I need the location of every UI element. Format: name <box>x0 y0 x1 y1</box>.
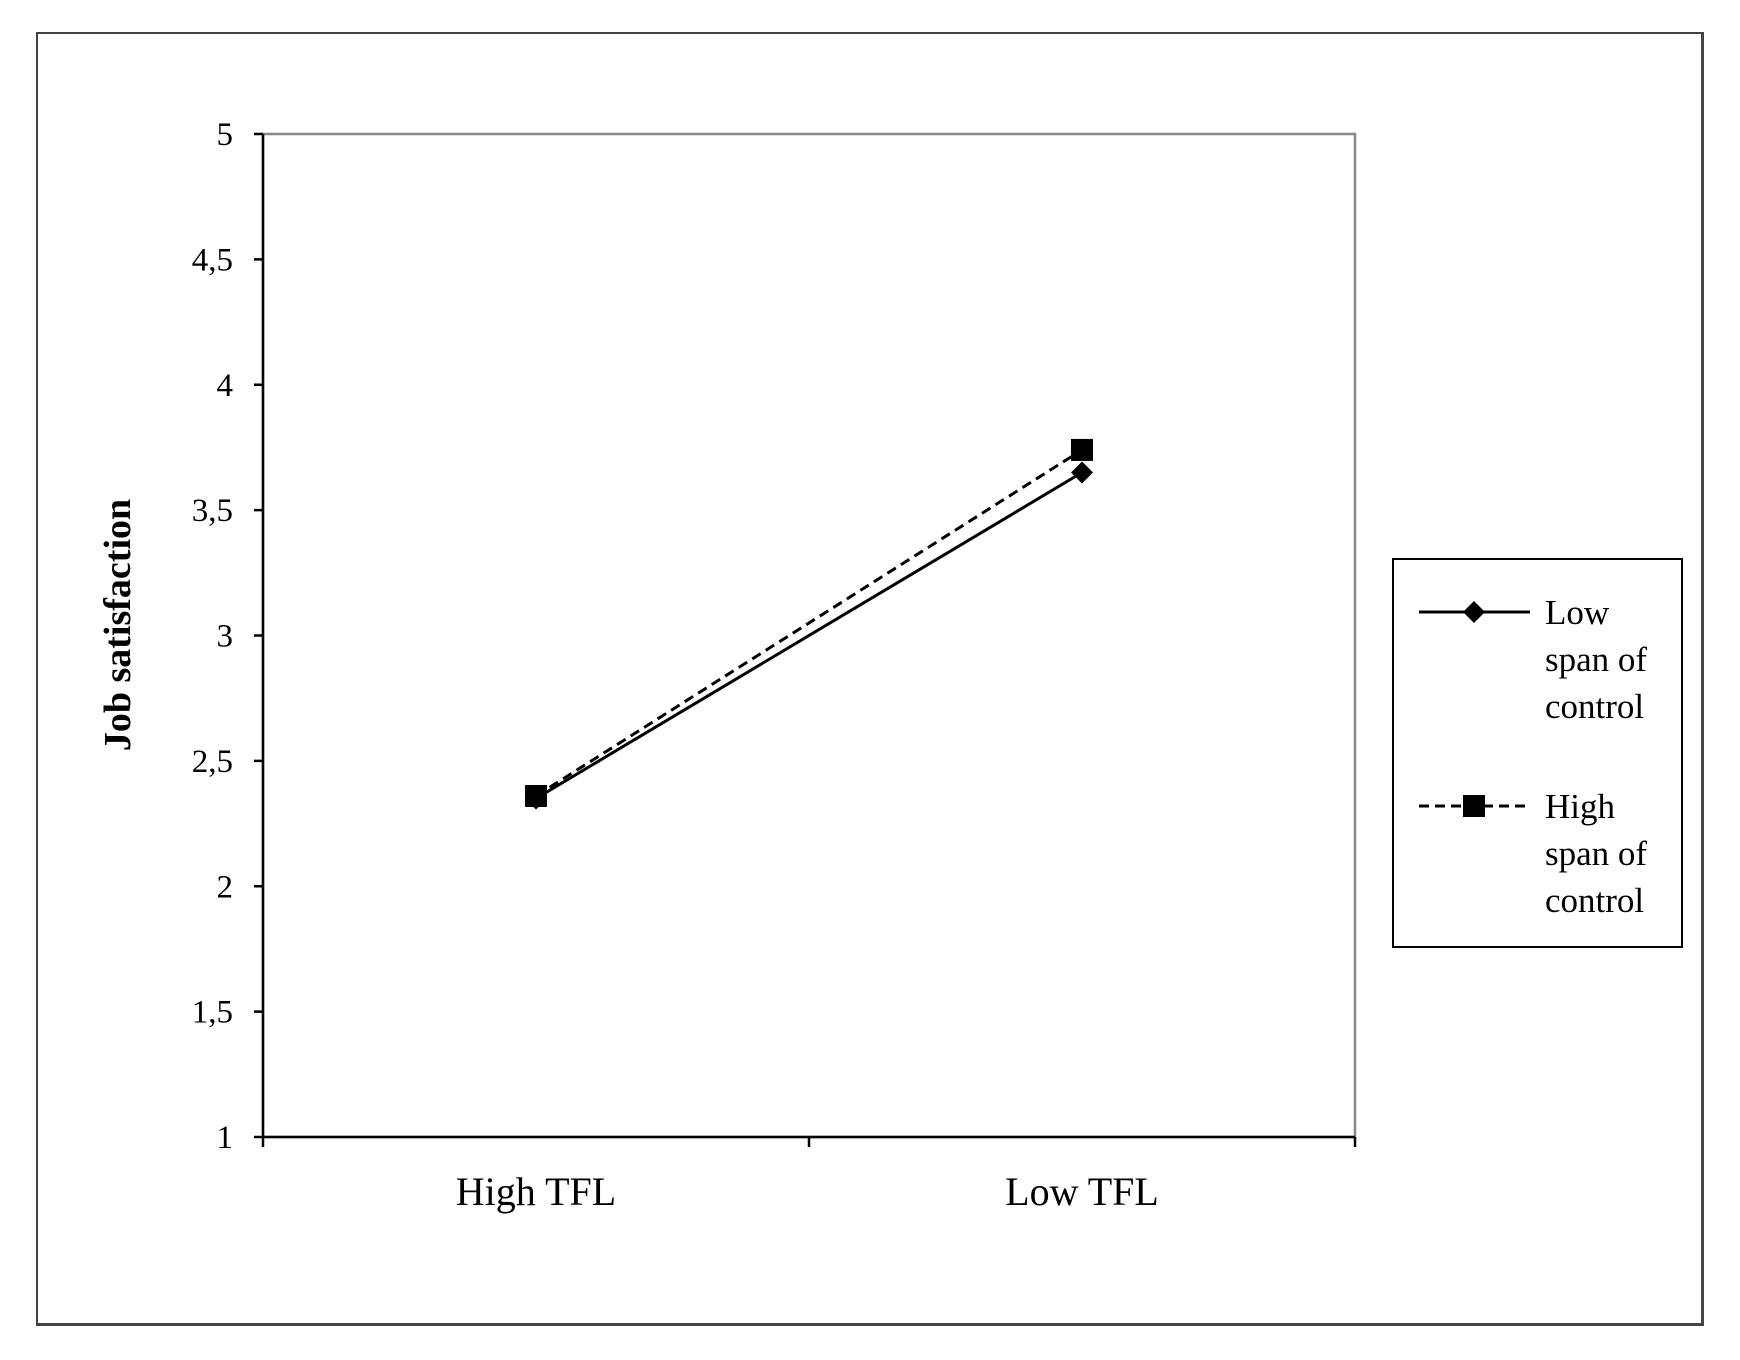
y-tick-label: 3 <box>217 619 234 655</box>
legend: Low span of control High span of control <box>1392 558 1683 948</box>
legend-label-line: span of <box>1545 640 1647 679</box>
legend-label-line: span of <box>1545 834 1647 873</box>
series-layer <box>525 438 1093 810</box>
y-tick-label: 4 <box>217 368 234 404</box>
y-tick-label: 2 <box>217 869 234 905</box>
y-axis: 1 1,5 2 2,5 3 3,5 4 4,5 5 <box>192 117 265 1156</box>
square-marker <box>1463 795 1485 817</box>
square-marker <box>1071 438 1093 461</box>
y-tick-label: 5 <box>217 117 234 153</box>
legend-box <box>1392 558 1683 948</box>
y-tick-label: 2,5 <box>192 744 233 780</box>
y-axis-title: Job satisfaction <box>97 499 139 751</box>
series-line <box>535 471 1083 800</box>
legend-label-line: Low <box>1545 593 1610 632</box>
series-2 <box>525 438 1093 807</box>
series-1 <box>525 461 1093 810</box>
y-tick-label: 1 <box>217 1120 234 1156</box>
legend-entry-1: Low span of control <box>1419 593 1647 726</box>
legend-label-line: control <box>1545 687 1644 726</box>
square-marker <box>525 784 547 807</box>
series-line <box>535 448 1083 798</box>
y-tick-label: 1,5 <box>192 995 233 1031</box>
diamond-marker <box>1071 461 1093 484</box>
diamond-marker <box>1463 601 1485 623</box>
legend-label-line: High <box>1545 787 1616 826</box>
legend-entry-2: High span of control <box>1419 787 1647 920</box>
legend-label-line: control <box>1545 881 1644 920</box>
x-axis: High TFL Low TFL <box>261 1135 1357 1214</box>
x-category-label: High TFL <box>456 1169 616 1214</box>
y-tick-label: 4,5 <box>192 242 233 278</box>
x-category-label: Low TFL <box>1005 1169 1159 1214</box>
y-tick-label: 3,5 <box>192 493 233 529</box>
